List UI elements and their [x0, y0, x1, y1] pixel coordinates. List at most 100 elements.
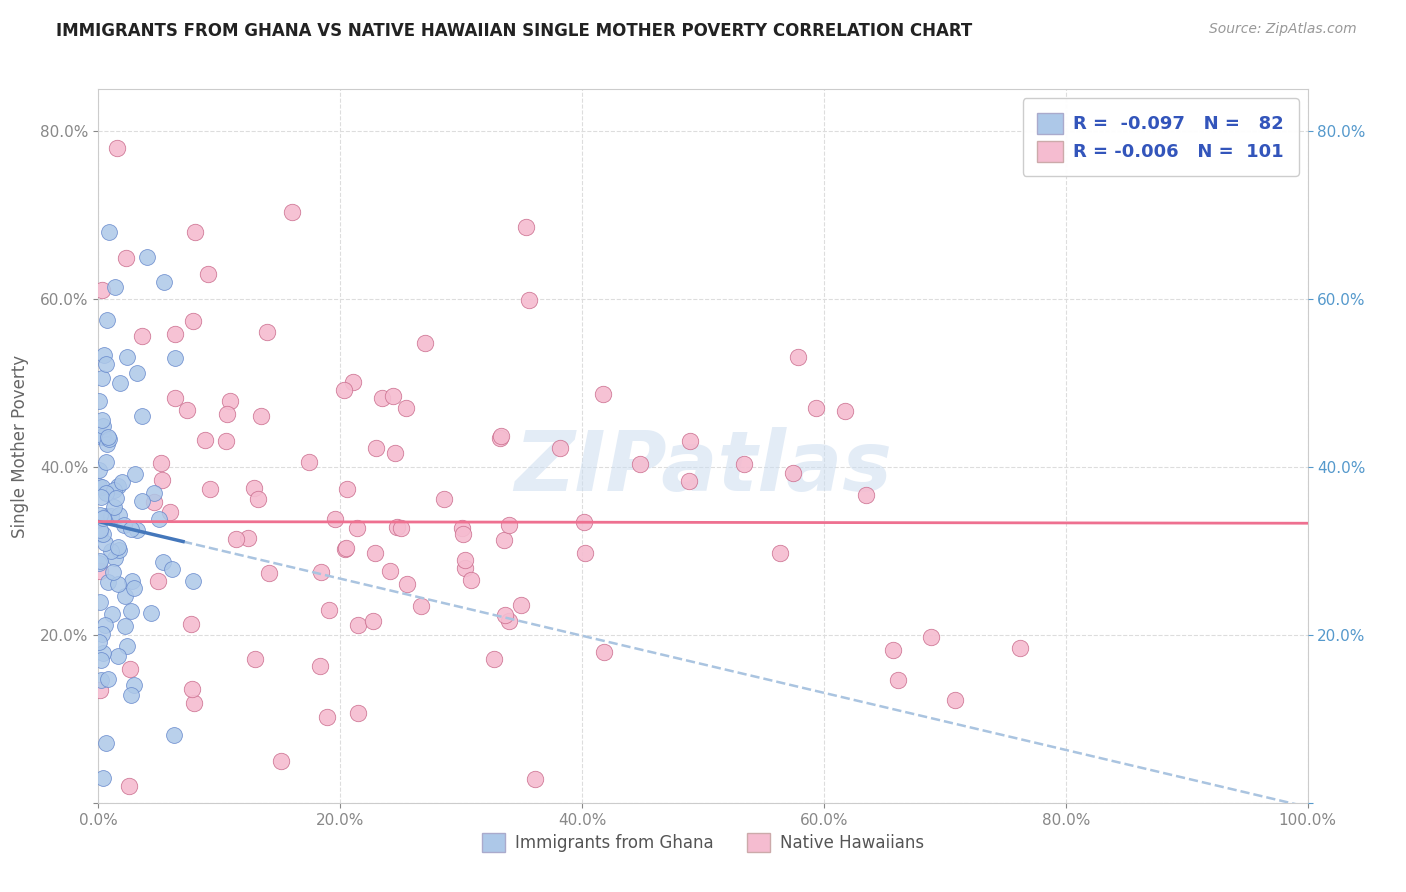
- Point: [347, 618, 370, 632]
- Point: [180, 617, 202, 632]
- Point: [139, 607, 162, 621]
- Point: [96, 313, 118, 327]
- Point: [395, 401, 418, 416]
- Point: [94, 358, 117, 372]
- Point: [96, 509, 118, 524]
- Point: [366, 441, 388, 455]
- Point: [378, 564, 401, 578]
- Point: [834, 404, 856, 418]
- Point: [89, 564, 111, 578]
- Point: [89, 508, 111, 522]
- Point: [96, 436, 118, 450]
- Point: [120, 522, 142, 536]
- Point: [91, 646, 114, 660]
- Point: [89, 523, 111, 537]
- Point: [460, 574, 482, 588]
- Point: [104, 279, 127, 293]
- Point: [159, 505, 181, 519]
- Point: [346, 520, 368, 534]
- Point: [94, 736, 117, 750]
- Point: [316, 710, 339, 724]
- Point: [107, 479, 129, 493]
- Point: [160, 561, 183, 575]
- Point: [257, 566, 280, 581]
- Point: [181, 574, 204, 588]
- Point: [298, 455, 321, 469]
- Point: [333, 383, 356, 397]
- Point: [131, 329, 153, 343]
- Point: [150, 473, 173, 487]
- Point: [787, 351, 810, 365]
- Point: [165, 391, 187, 405]
- Point: [855, 487, 877, 501]
- Point: [574, 515, 596, 529]
- Point: [87, 479, 110, 493]
- Point: [943, 693, 966, 707]
- Point: [100, 508, 122, 523]
- Point: [131, 494, 153, 508]
- Point: [184, 225, 207, 239]
- Point: [183, 696, 205, 710]
- Point: [482, 651, 505, 665]
- Point: [142, 486, 165, 500]
- Point: [163, 351, 186, 365]
- Point: [219, 393, 242, 408]
- Text: IMMIGRANTS FROM GHANA VS NATIVE HAWAIIAN SINGLE MOTHER POVERTY CORRELATION CHART: IMMIGRANTS FROM GHANA VS NATIVE HAWAIIAN…: [56, 22, 973, 40]
- Point: [103, 565, 125, 579]
- Point: [679, 434, 702, 448]
- Point: [163, 728, 186, 742]
- Point: [90, 627, 112, 641]
- Point: [494, 533, 516, 547]
- Point: [413, 336, 436, 351]
- Point: [389, 520, 412, 534]
- Point: [309, 659, 332, 673]
- Point: [142, 495, 165, 509]
- Point: [89, 463, 111, 477]
- Point: [335, 541, 357, 556]
- Point: [107, 576, 129, 591]
- Point: [107, 540, 129, 554]
- Point: [882, 643, 904, 657]
- Point: [1010, 640, 1032, 655]
- Point: [100, 544, 122, 558]
- Point: [256, 325, 278, 339]
- Point: [194, 434, 217, 448]
- Point: [108, 542, 131, 557]
- Point: [108, 376, 131, 390]
- Point: [91, 527, 114, 541]
- Point: [120, 688, 142, 702]
- Point: [91, 511, 114, 525]
- Point: [91, 418, 114, 433]
- Point: [782, 466, 804, 480]
- Point: [107, 649, 129, 664]
- Point: [127, 523, 149, 537]
- Point: [409, 599, 432, 613]
- Point: [574, 546, 596, 560]
- Point: [489, 431, 512, 445]
- Point: [91, 370, 114, 384]
- Point: [115, 640, 138, 654]
- Point: [104, 491, 127, 505]
- Point: [197, 267, 219, 281]
- Point: [94, 536, 117, 550]
- Point: [491, 429, 513, 443]
- Point: [89, 394, 111, 409]
- Point: [89, 683, 111, 698]
- Point: [112, 518, 135, 533]
- Point: [89, 554, 111, 568]
- Point: [270, 754, 292, 768]
- Point: [243, 481, 266, 495]
- Point: [148, 574, 170, 589]
- Point: [524, 772, 547, 786]
- Point: [124, 678, 146, 692]
- Point: [733, 457, 755, 471]
- Point: [280, 205, 302, 219]
- Point: [887, 673, 910, 688]
- Point: [517, 293, 540, 307]
- Point: [323, 512, 346, 526]
- Point: [115, 350, 138, 364]
- Point: [515, 219, 537, 234]
- Point: [120, 662, 142, 676]
- Point: [107, 508, 129, 523]
- Point: [122, 581, 145, 595]
